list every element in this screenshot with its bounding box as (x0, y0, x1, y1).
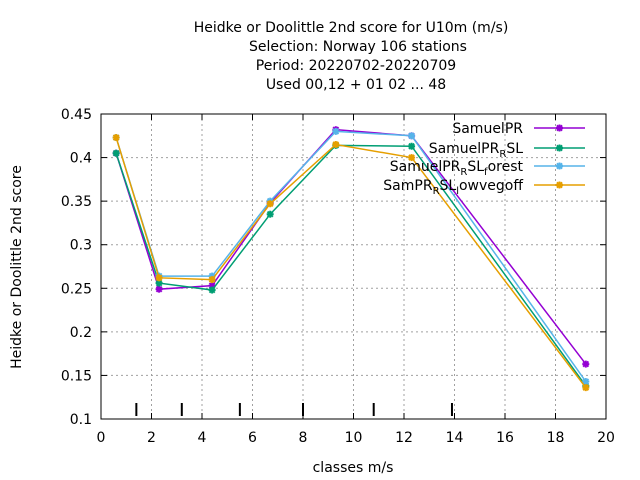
x-tick-label: 20 (597, 430, 615, 446)
legend: SamuelPR SamuelPRRSLSamuelPRRSLforestSamP… (383, 121, 585, 197)
x-tick-label: 2 (147, 430, 156, 446)
legend-entry-3: SamuelPRRSLforest (390, 159, 585, 178)
title-line-2: Selection: Norway 106 stations (249, 39, 467, 55)
data-point (332, 141, 340, 148)
x-tick-label: 10 (345, 430, 363, 446)
y-axis-label: Heidke or Doolittle 2nd score (9, 165, 25, 369)
data-point (582, 360, 590, 368)
data-point (582, 384, 590, 392)
legend-label: SamPRRSLlowvegoff (383, 178, 523, 197)
series-group (112, 126, 590, 392)
data-point (208, 276, 216, 284)
x-axis-label: classes m/s (313, 460, 394, 476)
data-point (155, 274, 163, 282)
data-point (408, 132, 416, 140)
x-tick-label: 4 (198, 430, 207, 446)
data-point (556, 124, 563, 132)
series-4 (112, 134, 590, 392)
legend-label: SamuelPR (452, 121, 523, 137)
x-tick-label: 8 (299, 430, 308, 446)
data-point (582, 378, 590, 386)
data-point (556, 162, 563, 170)
y-tick-label: 0.3 (70, 238, 92, 254)
legend-entry-2: SamuelPRRSL (429, 141, 585, 160)
x-tick-label: 16 (496, 430, 514, 446)
legend-label: SamuelPRRSL (429, 141, 523, 160)
title-line-3: Period: 20220702-20220709 (256, 58, 456, 74)
data-point (208, 286, 216, 294)
grid (101, 114, 606, 419)
y-tick-label: 0.2 (70, 325, 92, 341)
data-point (408, 154, 416, 162)
legend-label: SamuelPRRSLforest (390, 159, 524, 178)
title-line-4: Used 00,12 + 01 02 ... 48 (266, 77, 446, 93)
data-point (155, 285, 163, 293)
data-point (266, 210, 274, 218)
x-tick-label: 14 (446, 430, 464, 446)
y-tick-label: 0.35 (61, 194, 92, 210)
data-point (155, 279, 163, 287)
axis-ticks: 0.1 0.15 0.2 0.25 0.3 0.35 0.4 0.45 0 2 4 6 8 10 12 14 1… (61, 107, 615, 446)
data-point (266, 200, 274, 208)
data-point (332, 127, 340, 135)
series-line (115, 137, 587, 389)
title-line-1: Heidke or Doolittle 2nd score for U10m (… (194, 20, 509, 36)
data-point (112, 149, 120, 157)
data-point (556, 144, 563, 152)
x-tick-label: 18 (547, 430, 565, 446)
data-point (556, 181, 563, 189)
plot-frame (100, 113, 607, 420)
data-point (408, 142, 416, 150)
x-tick-label: 0 (97, 430, 106, 446)
class-boundary-marks (135, 403, 453, 416)
legend-entry-4: SamPRRSLlowvegoff (383, 178, 585, 197)
x-tick-label: 6 (248, 430, 257, 446)
y-tick-label: 0.45 (61, 107, 92, 123)
data-point (112, 134, 120, 142)
legend-entry-1: SamuelPR (452, 121, 585, 137)
y-tick-label: 0.25 (61, 281, 92, 297)
y-tick-label: 0.15 (61, 368, 92, 384)
x-tick-label: 12 (395, 430, 413, 446)
y-tick-label: 0.4 (70, 151, 92, 167)
chart-title: Heidke or Doolittle 2nd score for U10m (… (194, 20, 509, 93)
y-tick-label: 0.1 (70, 412, 92, 428)
